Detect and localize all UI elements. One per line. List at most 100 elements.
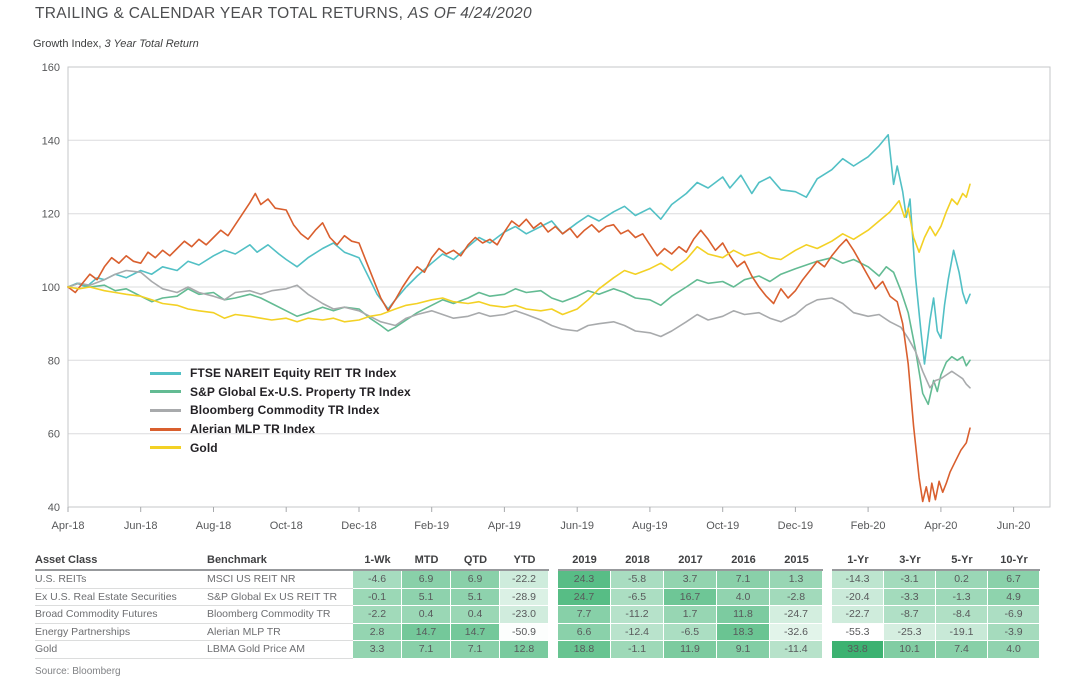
value-cell: 7.1 xyxy=(717,571,770,589)
value-cell: -23.0 xyxy=(500,606,549,624)
value-cell: -28.9 xyxy=(500,588,549,606)
x-axis-tick-label: Jun-18 xyxy=(124,520,158,532)
table-row: Ex U.S. Real Estate Securities S&P Global… xyxy=(35,588,549,606)
value-cell: -3.1 xyxy=(884,571,936,589)
x-axis-tick-label: Oct-19 xyxy=(706,520,739,532)
x-axis-tick-label: Feb-20 xyxy=(851,520,886,532)
legend-item-bloomberg-commodity: Bloomberg Commodity TR Index xyxy=(150,401,411,420)
value-cell: -20.4 xyxy=(832,588,884,606)
column-header-1-yr: 1-Yr xyxy=(847,554,869,566)
value-cell: 5.1 xyxy=(402,588,451,606)
page-title-main: TRAILING & CALENDAR YEAR TOTAL RETURNS, xyxy=(35,5,408,22)
value-cell: 18.3 xyxy=(717,623,770,641)
table-row: U.S. REITs MSCI US REIT NR -4.6 6.9 6.9 -22.2 xyxy=(35,571,549,589)
x-axis-tick-label: Jun-19 xyxy=(560,520,594,532)
y-axis-tick-label: 140 xyxy=(42,135,60,147)
total-return-line-chart: 160 140 120 100 80 60 40 Apr-18 Jun-18 Aug-18 Oct-… xyxy=(42,62,1051,532)
series-line-sp-global-exus xyxy=(67,256,971,406)
table-section-gap xyxy=(823,549,832,659)
table-row: Gold LBMA Gold Price AM 3.3 7.1 7.1 12.8 xyxy=(35,641,549,659)
value-cell: 3.3 xyxy=(353,641,402,659)
value-cell: -50.9 xyxy=(500,623,549,641)
value-cell: -25.3 xyxy=(884,623,936,641)
series-line-ftse-nareit xyxy=(67,134,971,365)
series-line-gold xyxy=(67,183,971,323)
value-cell: -6.9 xyxy=(988,606,1040,624)
source-note: Source: Bloomberg xyxy=(35,666,121,677)
y-axis-tick-label: 160 xyxy=(42,62,60,74)
asset-class-cell: Gold xyxy=(35,641,207,659)
value-cell: 14.7 xyxy=(402,623,451,641)
table-row: 6.6 -12.4 -6.5 18.3 -32.6 xyxy=(558,623,823,641)
value-cell: 24.7 xyxy=(558,588,611,606)
table-row: -20.4 -3.3 -1.3 4.9 xyxy=(832,588,1040,606)
column-header-mtd: MTD xyxy=(414,554,439,566)
value-cell: 1.7 xyxy=(664,606,717,624)
value-cell: 12.8 xyxy=(500,641,549,659)
value-cell: -8.4 xyxy=(936,606,988,624)
value-cell: 16.7 xyxy=(664,588,717,606)
chart-axis-caption: Growth Index, 3 Year Total Return xyxy=(33,38,199,50)
asset-class-cell: Broad Commodity Futures xyxy=(35,606,207,624)
legend-item-sp-global-exus: S&P Global Ex-U.S. Property TR Index xyxy=(150,383,411,402)
column-header-1-wk: 1-Wk xyxy=(364,554,391,566)
value-cell: -5.8 xyxy=(611,571,664,589)
benchmark-cell: Alerian MLP TR xyxy=(207,624,353,641)
column-header-5-yr: 5-Yr xyxy=(951,554,973,566)
benchmark-header: Benchmark xyxy=(207,554,267,566)
x-axis-tick-label: Apr-19 xyxy=(488,520,521,532)
x-axis-tick-label: Dec-19 xyxy=(778,520,813,532)
value-cell: 0.2 xyxy=(936,571,988,589)
column-header-2016: 2016 xyxy=(731,554,756,566)
value-cell: 6.9 xyxy=(451,571,500,589)
value-cell: 4.0 xyxy=(988,641,1040,659)
value-cell: -2.8 xyxy=(770,588,823,606)
value-cell: 4.9 xyxy=(988,588,1040,606)
legend-label: S&P Global Ex-U.S. Property TR Index xyxy=(190,384,411,399)
value-cell: 7.7 xyxy=(558,606,611,624)
value-cell: 7.1 xyxy=(451,641,500,659)
legend-swatch-ftse-nareit xyxy=(150,371,181,375)
column-header-2017: 2017 xyxy=(678,554,703,566)
value-cell: 18.8 xyxy=(558,641,611,659)
y-axis-tick-label: 40 xyxy=(48,502,60,514)
column-header-2015: 2015 xyxy=(784,554,809,566)
value-cell: -0.1 xyxy=(353,588,402,606)
value-cell: 11.9 xyxy=(664,641,717,659)
table-section-gap xyxy=(549,549,558,659)
value-cell: 11.8 xyxy=(717,606,770,624)
column-header-2019: 2019 xyxy=(572,554,597,566)
table-row: 7.7 -11.2 1.7 11.8 -24.7 xyxy=(558,606,823,624)
legend-label: Gold xyxy=(190,440,218,455)
legend-item-gold: Gold xyxy=(150,438,411,457)
asset-class-cell: Ex U.S. Real Estate Securities xyxy=(35,589,207,606)
x-axis-tick-label: Jun-20 xyxy=(997,520,1031,532)
y-axis-tick-label: 60 xyxy=(48,429,60,441)
value-cell: 33.8 xyxy=(832,641,884,659)
column-header-10-yr: 10-Yr xyxy=(1000,554,1028,566)
value-cell: 3.7 xyxy=(664,571,717,589)
legend-label: Alerian MLP TR Index xyxy=(190,422,316,437)
value-cell: -12.4 xyxy=(611,623,664,641)
legend-label: Bloomberg Commodity TR Index xyxy=(190,403,380,418)
legend-swatch-alerian-mlp xyxy=(150,427,181,431)
table-row: Broad Commodity Futures Bloomberg Commodi… xyxy=(35,606,549,624)
value-cell: -3.9 xyxy=(988,623,1040,641)
page-title: TRAILING & CALENDAR YEAR TOTAL RETURNS, … xyxy=(35,5,532,23)
value-cell: 24.3 xyxy=(558,571,611,589)
value-cell: -11.2 xyxy=(611,606,664,624)
x-axis-tick-label: Feb-19 xyxy=(414,520,449,532)
table-header-row: 2019 2018 2017 2016 2015 xyxy=(558,549,823,571)
table-section-annualized: 1-Yr 3-Yr 5-Yr 10-Yr -14.3 -3.1 0.2 6.7 -20.4 -3.… xyxy=(832,549,1040,659)
x-axis-tick-label: Aug-19 xyxy=(632,520,667,532)
series-line-alerian-mlp xyxy=(67,192,971,503)
asset-class-header: Asset Class xyxy=(35,554,98,566)
value-cell: -1.3 xyxy=(936,588,988,606)
value-cell: 1.3 xyxy=(770,571,823,589)
value-cell: -14.3 xyxy=(832,571,884,589)
value-cell: 7.4 xyxy=(936,641,988,659)
column-header-3-yr: 3-Yr xyxy=(899,554,921,566)
legend-item-alerian-mlp: Alerian MLP TR Index xyxy=(150,420,411,439)
value-cell: -4.6 xyxy=(353,571,402,589)
x-axis-tick-label: Apr-18 xyxy=(51,520,84,532)
